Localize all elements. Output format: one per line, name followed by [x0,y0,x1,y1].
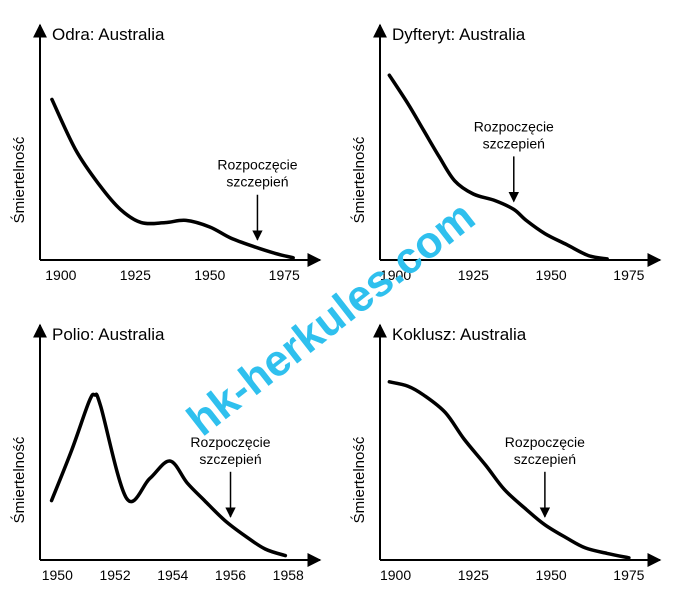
y-axis-label: Śmiertelność [10,436,28,523]
x-tick-label: 1950 [536,567,567,583]
x-tick-label: 1925 [458,267,489,283]
x-tick-label: 1975 [613,567,644,583]
x-tick-label: 1952 [99,567,130,583]
x-tick-label: 1975 [269,267,300,283]
x-tick-label: 1900 [380,567,411,583]
data-line [387,380,631,560]
chart-title: Dyfteryt: Australia [392,25,526,44]
annotation-text: szczepień [226,174,288,190]
chart-title: Koklusz: Australia [392,325,527,344]
chart-panel: Odra: Australia Śmiertelność 1900 1925 1950 1… [10,23,322,283]
annotation-text: Rozpoczęcie [217,157,297,173]
chart-panel: Koklusz: Australia Śmiertelność 1900 1925 19… [350,323,662,583]
x-tick-label: 1900 [380,267,411,283]
x-tick-label: 1956 [215,567,246,583]
annotation-text: szczepień [483,135,545,151]
annotation-text: szczepień [514,451,576,467]
annotation-text: Rozpoczęcie [505,434,585,450]
x-tick-label: 1925 [458,567,489,583]
y-axis-label: Śmiertelność [350,136,368,223]
x-tick-label: 1954 [157,567,188,583]
chart-title: Odra: Australia [52,25,165,44]
chart-panel: Polio: Australia Śmiertelność 1950 1952 1954… [10,323,322,583]
chart-panel: Dyfteryt: Australia Śmiertelność 1900 1925 1… [350,23,662,283]
x-tick-label: 1958 [273,567,304,583]
chart-title: Polio: Australia [52,325,165,344]
annotation-text: Rozpoczęcie [190,434,270,450]
data-line [50,97,295,260]
x-tick-label: 1975 [613,267,644,283]
x-tick-label: 1900 [45,267,76,283]
y-axis-label: Śmiertelność [10,136,28,223]
x-tick-label: 1950 [536,267,567,283]
x-tick-label: 1950 [194,267,225,283]
x-tick-label: 1950 [42,567,73,583]
annotation-text: Rozpoczęcie [474,118,554,134]
data-line [387,73,609,261]
annotation-text: szczepień [199,451,261,467]
data-line [49,392,288,558]
y-axis-label: Śmiertelność [350,436,368,523]
x-tick-label: 1925 [120,267,151,283]
